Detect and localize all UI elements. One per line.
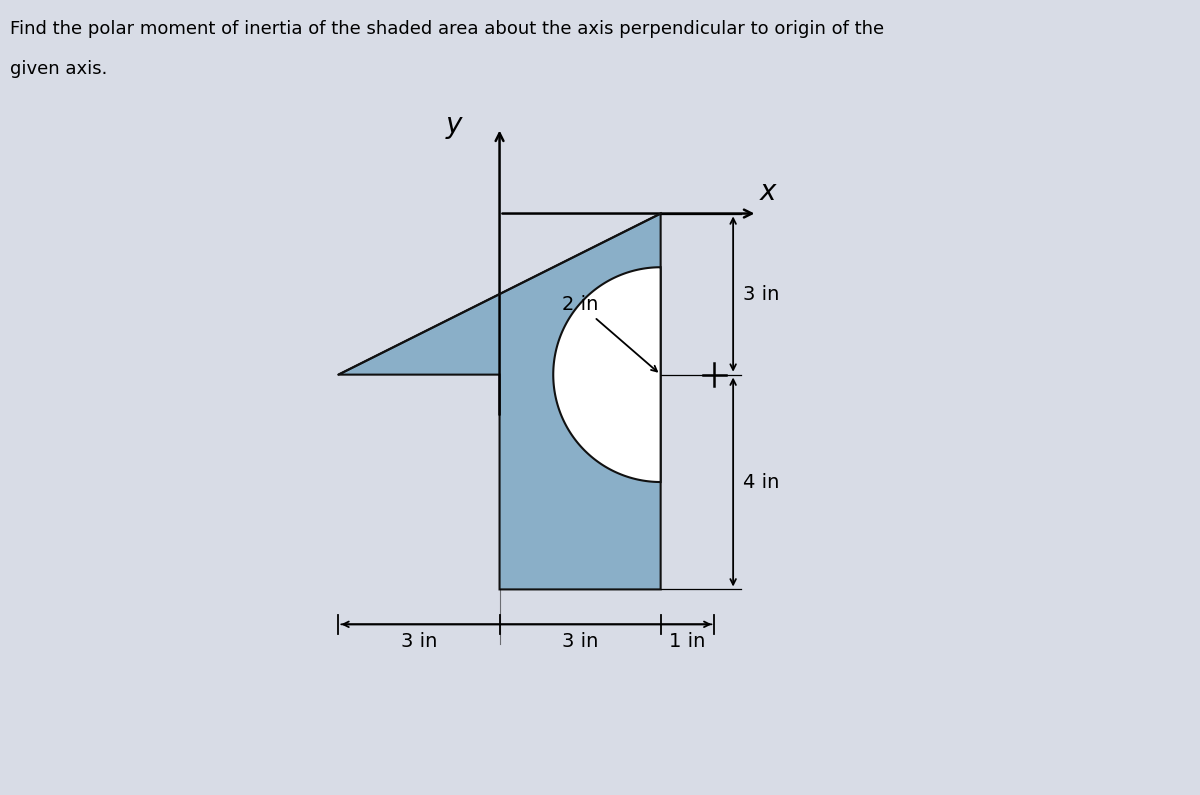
Text: 3 in: 3 in	[401, 632, 437, 651]
Text: y: y	[446, 111, 462, 139]
Polygon shape	[338, 214, 661, 589]
Text: 3 in: 3 in	[562, 632, 599, 651]
Text: given axis.: given axis.	[10, 60, 107, 79]
Text: 3 in: 3 in	[743, 285, 779, 304]
Text: x: x	[760, 178, 776, 206]
Polygon shape	[553, 267, 661, 482]
Text: 4 in: 4 in	[743, 472, 779, 491]
Text: 2 in: 2 in	[562, 295, 658, 371]
Text: Find the polar moment of inertia of the shaded area about the axis perpendicular: Find the polar moment of inertia of the …	[10, 20, 883, 38]
Text: 1 in: 1 in	[670, 632, 706, 651]
